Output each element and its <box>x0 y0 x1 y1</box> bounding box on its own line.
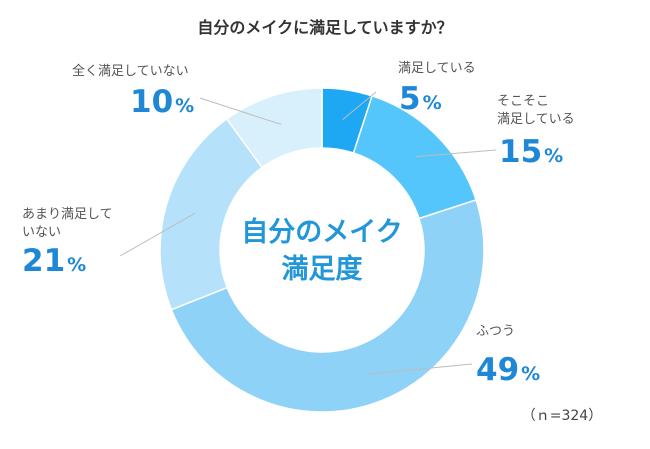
slices-group <box>159 87 485 413</box>
slice-value-2: 49% <box>476 352 540 388</box>
slice-value-3: 21% <box>22 243 86 279</box>
slice-label-3-line-0: あまり満足して <box>22 207 113 222</box>
leader-line-2 <box>366 363 473 375</box>
leader-line-3 <box>119 212 196 257</box>
slice-label-3-line-1: いない <box>22 225 61 240</box>
leader-line-1 <box>415 149 497 158</box>
slice-value-1: 15% <box>499 134 563 170</box>
leader-line-4 <box>199 97 282 125</box>
chart-title: 自分のメイクに満足していますか？ <box>197 18 452 37</box>
slice-value-0: 5% <box>399 81 442 117</box>
sample-size-note: （ｎ=324） <box>522 408 602 424</box>
leader-lines-group <box>119 91 497 375</box>
slice-3 <box>159 117 264 311</box>
slice-label-4-line-0: 全く満足していない <box>72 63 189 79</box>
slice-value-4: 10% <box>130 84 194 120</box>
slice-4 <box>225 87 323 169</box>
slice-2 <box>170 198 485 413</box>
slice-label-1-line-1: 満足している <box>497 112 575 127</box>
slice-label-2-line-0: ふつう <box>476 324 515 339</box>
slice-label-1-line-0: そこそこ <box>497 94 549 109</box>
slice-label-0-line-0: 満足している <box>398 61 476 76</box>
center-label-line-1: 自分のメイク <box>241 216 402 248</box>
center-label-line-2: 満足度 <box>282 253 363 285</box>
leader-line-0 <box>342 91 377 121</box>
